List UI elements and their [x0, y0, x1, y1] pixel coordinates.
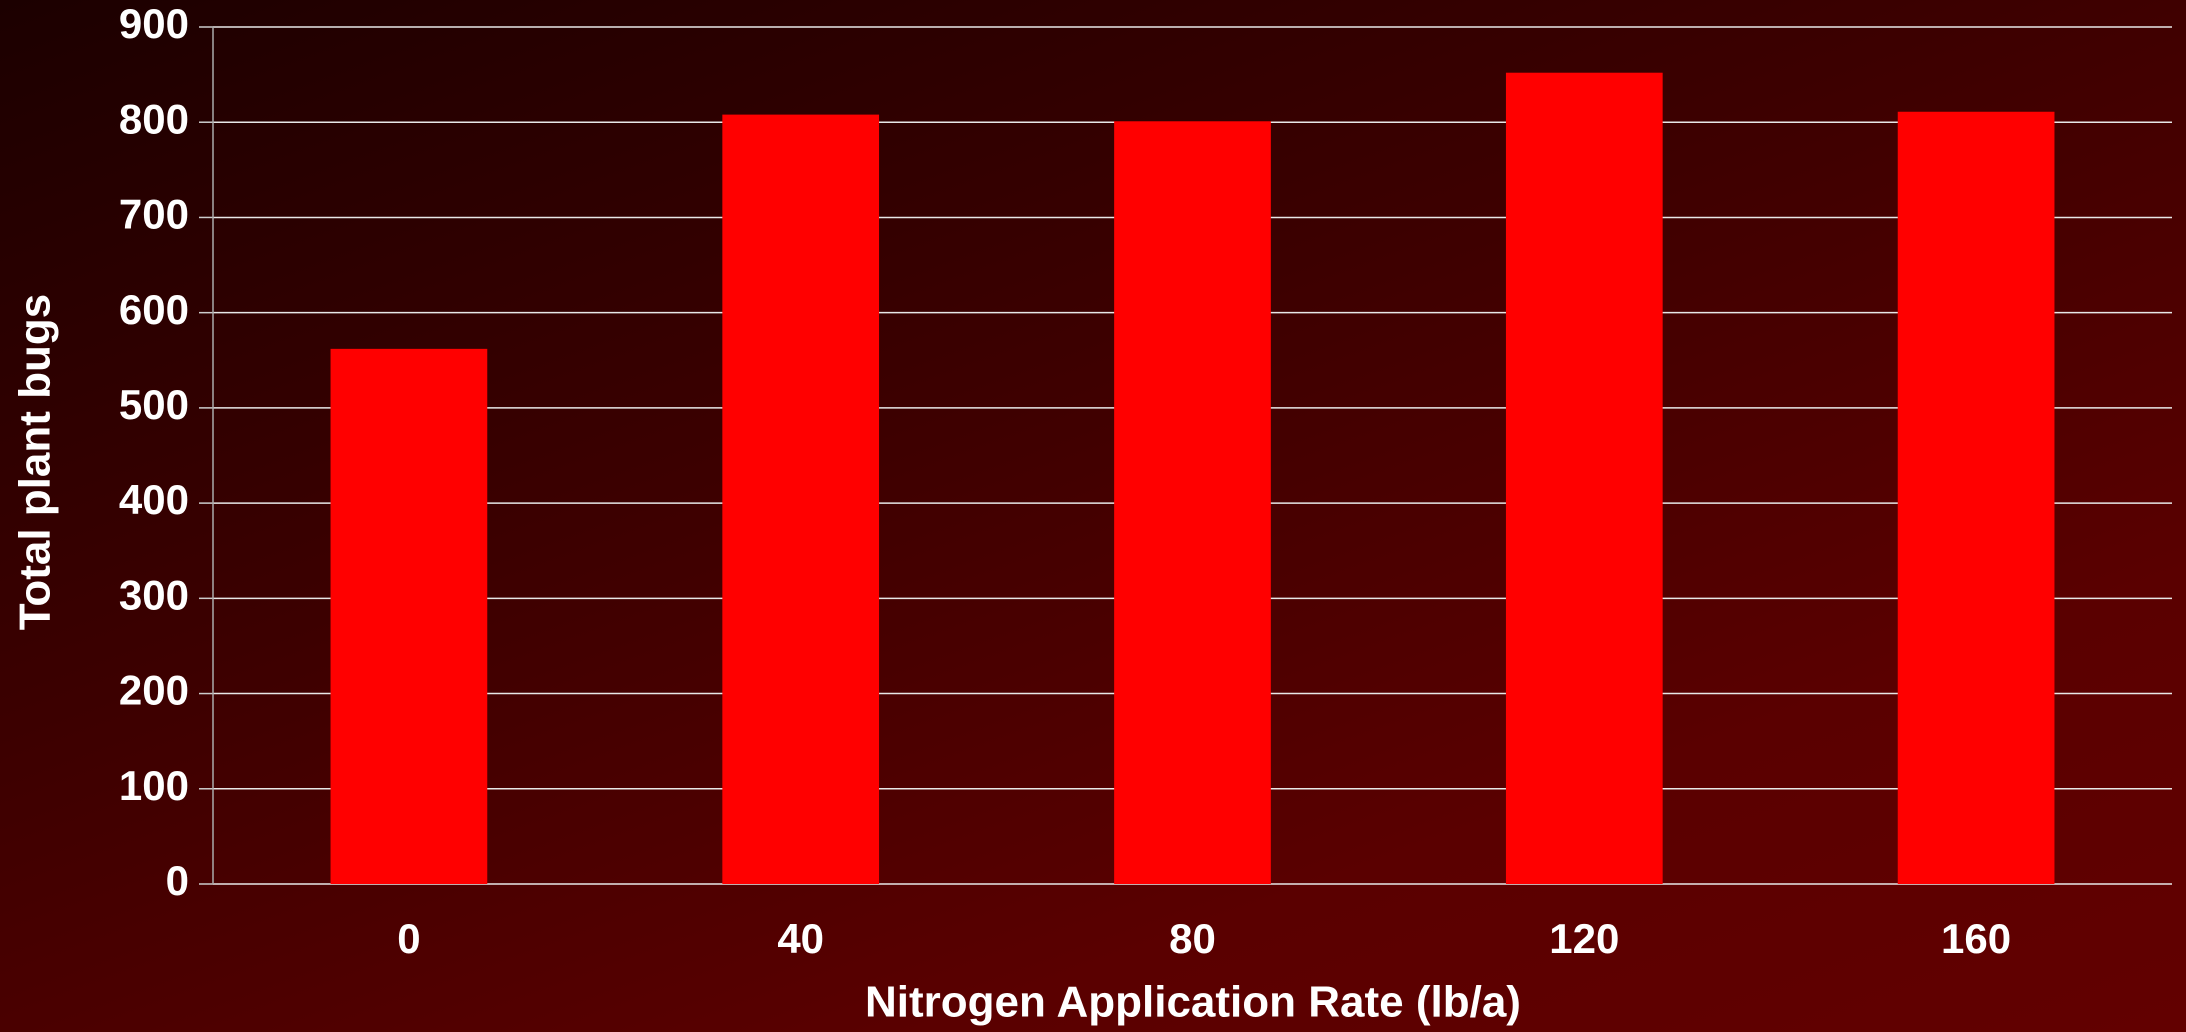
x-axis-title: Nitrogen Application Rate (lb/a)	[865, 978, 1521, 1027]
y-tick-label: 300	[119, 571, 189, 618]
bar	[1114, 121, 1271, 884]
y-tick-label: 900	[119, 0, 189, 47]
bar	[722, 114, 880, 885]
bar	[330, 348, 488, 885]
y-tick-label: 600	[119, 286, 189, 333]
x-tick-label: 0	[397, 915, 420, 962]
y-tick-label: 400	[119, 476, 189, 523]
y-tick-label: 100	[119, 762, 189, 809]
x-tick-label: 160	[1941, 915, 2011, 962]
x-tick-label: 40	[777, 915, 824, 962]
x-tick-label: 120	[1549, 915, 1619, 962]
bar	[1897, 111, 2055, 884]
y-tick-label: 0	[166, 857, 189, 904]
y-tick-label: 700	[119, 191, 189, 238]
y-tick-label: 800	[119, 95, 189, 142]
x-tick-label: 80	[1169, 915, 1216, 962]
y-tick-label: 200	[119, 667, 189, 714]
bar	[1505, 72, 1663, 884]
y-tick-label: 500	[119, 381, 189, 428]
y-axis-title: Total plant bugs	[11, 294, 60, 631]
